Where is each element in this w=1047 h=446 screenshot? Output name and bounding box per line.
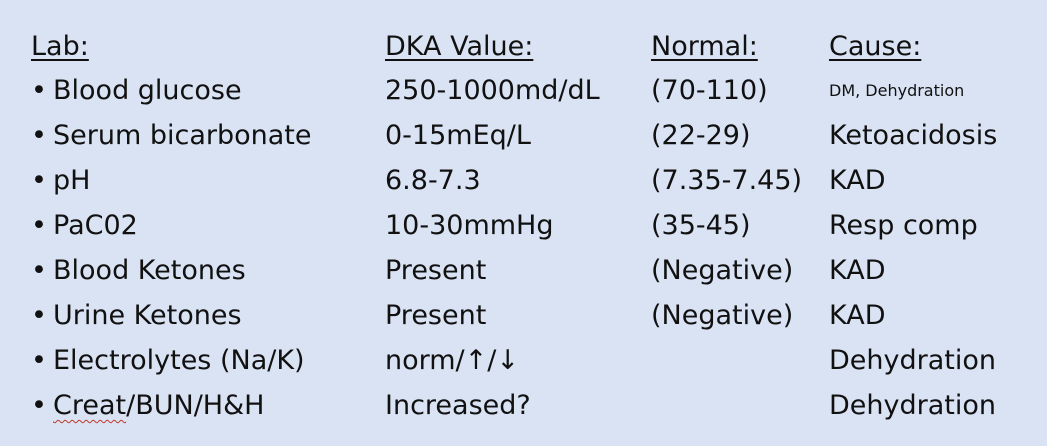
bullet-icon: •	[31, 345, 47, 376]
header-row: Lab: DKA Value: Normal: Cause:	[0, 25, 1047, 69]
table-row: • Serum bicarbonate 0-15mEq/L (22-29) Ket…	[0, 114, 1047, 158]
cause-cell: KAD	[829, 255, 886, 286]
dka-value-cell: Present	[385, 255, 487, 286]
table-row: • Urine Ketones Present (Negative) KAD	[0, 294, 1047, 338]
lab-cell: • Urine Ketones	[31, 294, 242, 338]
bullet-icon: •	[31, 120, 47, 151]
lab-name: Blood glucose	[53, 75, 242, 106]
table-row: • PaC02 10-30mmHg (35-45) Resp comp	[0, 204, 1047, 248]
lab-name: Blood Ketones	[53, 255, 246, 286]
lab-cell: • Serum bicarbonate	[31, 114, 312, 158]
lab-name: Urine Ketones	[53, 300, 242, 331]
lab-name: Serum bicarbonate	[53, 120, 312, 151]
dka-value-header: DKA Value:	[385, 31, 534, 62]
dka-value-cell: 10-30mmHg	[385, 210, 554, 241]
dka-value-cell: 0-15mEq/L	[385, 120, 531, 151]
lab-name: pH	[53, 165, 91, 196]
bullet-icon: •	[31, 300, 47, 331]
table-row: • Blood Ketones Present (Negative) KAD	[0, 249, 1047, 293]
dka-value-cell: 250-1000md/dL	[385, 75, 600, 106]
lab-cell: • Blood glucose	[31, 69, 242, 113]
dka-value-cell: Present	[385, 300, 487, 331]
dka-value-cell: Increased?	[385, 390, 531, 421]
bullet-icon: •	[31, 165, 47, 196]
bullet-icon: •	[31, 390, 47, 421]
table-row: • pH 6.8-7.3 (7.35-7.45) KAD	[0, 159, 1047, 203]
cause-cell: Dehydration	[829, 345, 996, 376]
cause-cell: KAD	[829, 300, 886, 331]
cause-cell: Dehydration	[829, 390, 996, 421]
lab-name-rest: /BUN/H&H	[126, 390, 265, 421]
normal-range-cell: (70-110)	[651, 75, 768, 106]
table-row: • Creat/BUN/H&H Increased? Dehydration	[0, 384, 1047, 428]
normal-range-cell: (Negative)	[651, 300, 794, 331]
cause-cell: DM, Dehydration	[829, 81, 965, 100]
normal-range-cell: (Negative)	[651, 255, 794, 286]
normal-range-cell: (35-45)	[651, 210, 751, 241]
bullet-icon: •	[31, 75, 47, 106]
table-row: • Electrolytes (Na/K) norm/↑/↓ Dehydratio…	[0, 339, 1047, 383]
cause-header: Cause:	[829, 31, 922, 62]
table-row: • Blood glucose 250-1000md/dL (70-110) DM…	[0, 69, 1047, 113]
normal-header: Normal:	[651, 31, 758, 62]
normal-range-cell: (7.35-7.45)	[651, 165, 803, 196]
cause-cell: Resp comp	[829, 210, 978, 241]
lab-name: PaC02	[53, 210, 138, 241]
lab-name-spellcheck-word: Creat	[53, 390, 127, 421]
dka-value-cell: 6.8-7.3	[385, 165, 481, 196]
lab-name: Electrolytes (Na/K)	[53, 345, 305, 376]
cause-cell: KAD	[829, 165, 886, 196]
lab-cell: • Electrolytes (Na/K)	[31, 339, 305, 383]
cause-cell: Ketoacidosis	[829, 120, 998, 151]
lab-cell: • Creat/BUN/H&H	[31, 384, 264, 428]
bullet-icon: •	[31, 255, 47, 286]
dka-value-cell: norm/↑/↓	[385, 345, 519, 376]
lab-cell: • PaC02	[31, 204, 138, 248]
lab-header: Lab:	[31, 31, 89, 62]
normal-range-cell: (22-29)	[651, 120, 751, 151]
bullet-icon: •	[31, 210, 47, 241]
lab-cell: • pH	[31, 159, 90, 203]
lab-cell: • Blood Ketones	[31, 249, 246, 293]
